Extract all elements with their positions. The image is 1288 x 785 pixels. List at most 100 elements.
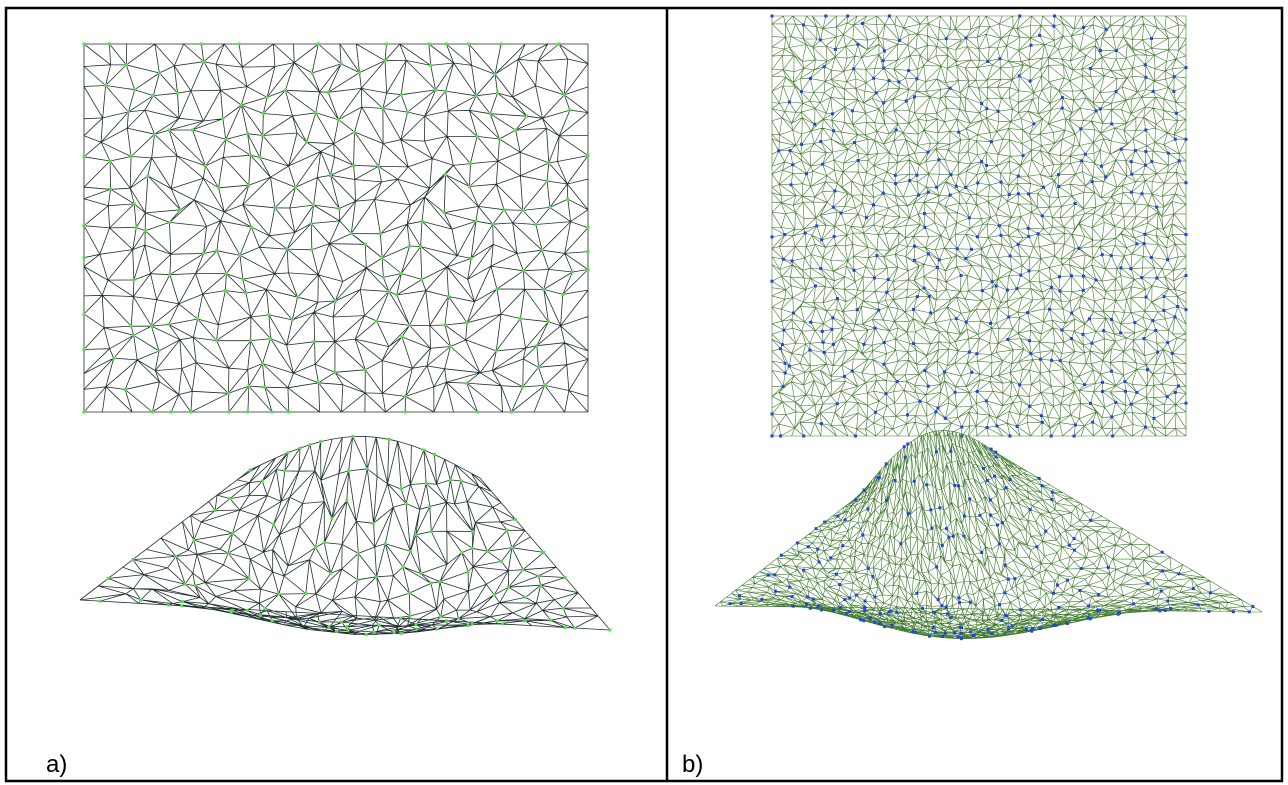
- mesh-node: [1091, 180, 1094, 183]
- mesh-node: [1155, 607, 1158, 610]
- mesh-node: [1232, 610, 1235, 613]
- mesh-node: [131, 558, 134, 561]
- mesh-node: [906, 442, 909, 445]
- mesh-node: [1110, 122, 1113, 125]
- mesh-node: [1173, 75, 1176, 78]
- mesh-node: [1166, 341, 1169, 344]
- mesh-node: [587, 226, 590, 229]
- mesh-node: [848, 610, 851, 613]
- mesh-node: [877, 309, 880, 312]
- mesh-node: [350, 232, 353, 235]
- mesh-node: [853, 269, 856, 272]
- mesh-node: [986, 60, 989, 63]
- mesh-node: [807, 545, 810, 548]
- mesh-node: [1166, 258, 1169, 261]
- mesh-node: [310, 222, 313, 225]
- mesh-node: [340, 621, 343, 624]
- mesh-node: [873, 621, 876, 624]
- mesh-node: [964, 186, 967, 189]
- mesh-node: [180, 604, 183, 607]
- mesh-node: [521, 385, 524, 388]
- mesh-node: [109, 188, 112, 191]
- mesh-node: [433, 453, 436, 456]
- mesh-node: [915, 174, 918, 177]
- mesh-node: [995, 424, 998, 427]
- mesh-node: [419, 572, 422, 575]
- mesh-node: [486, 550, 489, 553]
- mesh-node: [1019, 274, 1022, 277]
- mesh-node: [968, 351, 971, 354]
- mesh-node: [927, 252, 930, 255]
- mesh-node: [1053, 15, 1056, 18]
- mesh-node: [587, 268, 590, 271]
- mesh-node: [124, 388, 127, 391]
- mesh-node: [414, 533, 417, 536]
- mesh-node: [214, 509, 217, 512]
- mesh-node: [470, 257, 473, 260]
- mesh-node: [475, 94, 478, 97]
- mesh-node: [1104, 175, 1107, 178]
- mesh-node: [168, 273, 171, 276]
- mesh-node: [405, 502, 408, 505]
- mesh-node: [1110, 415, 1113, 418]
- mesh-node: [510, 411, 513, 414]
- mesh-node: [796, 541, 799, 544]
- mesh-node: [843, 598, 846, 601]
- mesh-node: [771, 435, 774, 438]
- mesh-node: [997, 110, 1000, 113]
- mesh-node: [854, 499, 857, 502]
- mesh-node: [738, 594, 741, 597]
- mesh-node: [261, 480, 264, 483]
- mesh-node: [815, 224, 818, 227]
- mesh-node: [308, 443, 311, 446]
- mesh-node: [415, 623, 418, 626]
- mesh-node: [856, 43, 859, 46]
- mesh-node: [831, 316, 834, 319]
- mesh-node: [897, 81, 900, 84]
- mesh-node: [853, 141, 856, 144]
- mesh-node: [132, 278, 135, 281]
- mesh-node: [1018, 15, 1021, 18]
- mesh-node: [885, 499, 888, 502]
- mesh-node: [863, 599, 866, 602]
- mesh-node: [941, 544, 944, 547]
- mesh-node: [566, 198, 569, 201]
- mesh-node: [277, 593, 280, 596]
- mesh-node: [985, 107, 988, 110]
- mesh-node: [1008, 193, 1011, 196]
- mesh-node: [1152, 90, 1155, 93]
- mesh-node: [1005, 486, 1008, 489]
- mesh-node: [247, 184, 250, 187]
- mesh-node: [1185, 66, 1188, 69]
- mesh-node: [561, 293, 564, 296]
- mesh-node: [1027, 192, 1030, 195]
- mesh-node: [1171, 352, 1174, 355]
- mesh-node: [261, 362, 264, 365]
- mesh-node: [377, 165, 380, 168]
- mesh-node: [1057, 173, 1060, 176]
- mesh-node: [949, 450, 952, 453]
- mesh-node: [1060, 329, 1063, 332]
- mesh-node: [401, 565, 404, 568]
- mesh-node: [541, 249, 544, 252]
- mesh-node: [814, 284, 817, 287]
- mesh-node: [337, 118, 340, 121]
- mesh-node: [985, 164, 988, 167]
- mesh-node: [980, 102, 983, 105]
- mesh-node: [408, 244, 411, 247]
- mesh-node: [791, 163, 794, 166]
- mesh-node: [995, 284, 998, 287]
- mesh-node: [782, 329, 785, 332]
- mesh-node: [445, 43, 448, 46]
- mesh-node: [848, 596, 851, 599]
- mesh-node: [958, 601, 961, 604]
- mesh-node: [1095, 278, 1098, 281]
- mesh-node: [193, 538, 196, 541]
- mesh-node: [981, 289, 984, 292]
- mesh-node: [879, 612, 882, 615]
- mesh-node: [468, 185, 471, 188]
- mesh-node: [1143, 233, 1146, 236]
- mesh-node: [549, 619, 552, 622]
- mesh-node: [534, 223, 537, 226]
- mesh-node: [952, 535, 955, 538]
